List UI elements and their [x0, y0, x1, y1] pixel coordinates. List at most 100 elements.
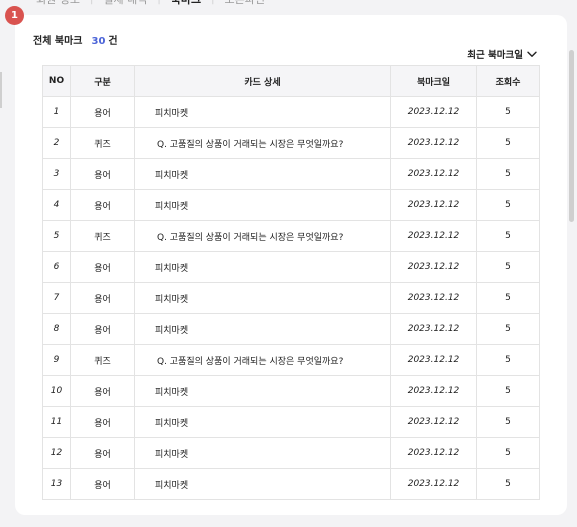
cell-no: 9 [42, 344, 71, 376]
sort-label: 최근 북마크일 [467, 50, 523, 61]
tab-separator: | [157, 0, 160, 5]
cell-detail[interactable]: 피치마켓 [134, 251, 391, 283]
cell-detail[interactable]: 피치마켓 [134, 158, 391, 190]
cell-detail[interactable]: 피치마켓 [134, 313, 391, 345]
cell-type: 용어 [70, 437, 135, 469]
cell-no: 5 [42, 220, 71, 252]
cell-bookmark-date: 2023.12.12 [390, 344, 477, 376]
cell-detail[interactable]: 피치마켓 [134, 468, 391, 500]
cell-no: 8 [42, 313, 71, 345]
cell-no: 6 [42, 251, 71, 283]
cell-type: 용어 [70, 158, 135, 190]
cell-bookmark-date: 2023.12.12 [390, 127, 477, 159]
tab-bookmark[interactable]: 북마크 [161, 0, 211, 7]
left-panel-edge [0, 72, 2, 108]
cell-views: 5 [476, 313, 540, 345]
table-row[interactable]: 2 퀴즈 Q. 고품질의 상품이 거래되는 시장은 무엇일까요? 2023.12.12… [42, 127, 540, 159]
cell-no: 12 [42, 437, 71, 469]
cell-type: 퀴즈 [70, 220, 135, 252]
bookmark-count: 30 [91, 36, 106, 47]
cell-bookmark-date: 2023.12.12 [390, 406, 477, 438]
cell-no: 4 [42, 189, 71, 221]
cell-bookmark-date: 2023.12.12 [390, 437, 477, 469]
cell-views: 5 [476, 220, 540, 252]
cell-views: 5 [476, 251, 540, 283]
cell-type: 용어 [70, 406, 135, 438]
cell-type: 용어 [70, 96, 135, 128]
summary-label: 전체 북마크 [33, 36, 83, 47]
cell-no: 2 [42, 127, 71, 159]
cell-bookmark-date: 2023.12.12 [390, 158, 477, 190]
top-tabs: 회원 정보 | 결제 내역 | 북마크 | 오픈파인 [26, 0, 275, 7]
cell-no: 7 [42, 282, 71, 314]
bookmark-summary: 전체 북마크 30 건 [33, 32, 118, 47]
cell-type: 용어 [70, 282, 135, 314]
cell-no: 3 [42, 158, 71, 190]
table-row[interactable]: 12 용어 피치마켓 2023.12.12 5 [42, 437, 540, 469]
cell-detail[interactable]: 피치마켓 [134, 437, 391, 469]
cell-no: 11 [42, 406, 71, 438]
cell-views: 5 [476, 282, 540, 314]
cell-bookmark-date: 2023.12.12 [390, 96, 477, 128]
table-row[interactable]: 5 퀴즈 Q. 고품질의 상품이 거래되는 시장은 무엇일까요? 2023.12.12… [42, 220, 540, 252]
table-row[interactable]: 7 용어 피치마켓 2023.12.12 5 [42, 282, 540, 314]
cell-type: 퀴즈 [70, 344, 135, 376]
cell-type: 용어 [70, 251, 135, 283]
sort-dropdown[interactable]: 최근 북마크일 [467, 47, 537, 61]
header-no: NO [42, 65, 71, 97]
cell-views: 5 [476, 127, 540, 159]
header-detail: 카드 상세 [134, 65, 391, 97]
count-unit: 건 [108, 36, 118, 47]
cell-detail[interactable]: 피치마켓 [134, 96, 391, 128]
cell-views: 5 [476, 158, 540, 190]
header-views: 조회수 [476, 65, 540, 97]
cell-detail[interactable]: 피치마켓 [134, 406, 391, 438]
tab-payment-history[interactable]: 결제 내역 [93, 0, 157, 7]
tab-open-finance[interactable]: 오픈파인 [214, 0, 274, 7]
table-body: 1 용어 피치마켓 2023.12.12 5 2 퀴즈 Q. 고품질의 상품이 거래되는 시장… [42, 96, 540, 500]
table-row[interactable]: 1 용어 피치마켓 2023.12.12 5 [42, 96, 540, 128]
header-bookmark-date: 북마크일 [390, 65, 477, 97]
header-type: 구분 [70, 65, 135, 97]
cell-no: 13 [42, 468, 71, 500]
cell-detail[interactable]: Q. 고품질의 상품이 거래되는 시장은 무엇일까요? [134, 127, 391, 159]
table-row[interactable]: 8 용어 피치마켓 2023.12.12 5 [42, 313, 540, 345]
step-badge: 1 [5, 6, 24, 25]
tab-member-info[interactable]: 회원 정보 [26, 0, 90, 7]
cell-bookmark-date: 2023.12.12 [390, 251, 477, 283]
cell-type: 용어 [70, 189, 135, 221]
cell-no: 1 [42, 96, 71, 128]
cell-type: 용어 [70, 375, 135, 407]
table-row[interactable]: 13 용어 피치마켓 2023.12.12 5 [42, 468, 540, 500]
scrollbar[interactable] [569, 50, 574, 222]
cell-detail[interactable]: 피치마켓 [134, 375, 391, 407]
cell-views: 5 [476, 437, 540, 469]
cell-bookmark-date: 2023.12.12 [390, 468, 477, 500]
table-row[interactable]: 3 용어 피치마켓 2023.12.12 5 [42, 158, 540, 190]
cell-bookmark-date: 2023.12.12 [390, 313, 477, 345]
cell-detail[interactable]: 피치마켓 [134, 189, 391, 221]
cell-views: 5 [476, 96, 540, 128]
cell-views: 5 [476, 344, 540, 376]
table-row[interactable]: 10 용어 피치마켓 2023.12.12 5 [42, 375, 540, 407]
bookmark-table: NO 구분 카드 상세 북마크일 조회수 1 용어 피치마켓 2023.12.12 5 2… [42, 65, 540, 500]
table-row[interactable]: 4 용어 피치마켓 2023.12.12 5 [42, 189, 540, 221]
tab-separator: | [90, 0, 93, 5]
cell-no: 10 [42, 375, 71, 407]
table-row[interactable]: 6 용어 피치마켓 2023.12.12 5 [42, 251, 540, 283]
cell-type: 용어 [70, 313, 135, 345]
cell-detail[interactable]: Q. 고품질의 상품이 거래되는 시장은 무엇일까요? [134, 344, 391, 376]
cell-detail[interactable]: Q. 고품질의 상품이 거래되는 시장은 무엇일까요? [134, 220, 391, 252]
table-row[interactable]: 11 용어 피치마켓 2023.12.12 5 [42, 406, 540, 438]
cell-detail[interactable]: 피치마켓 [134, 282, 391, 314]
table-row[interactable]: 9 퀴즈 Q. 고품질의 상품이 거래되는 시장은 무엇일까요? 2023.12.12… [42, 344, 540, 376]
bookmark-table-wrapper: NO 구분 카드 상세 북마크일 조회수 1 용어 피치마켓 2023.12.12 5 2… [42, 65, 540, 500]
cell-type: 퀴즈 [70, 127, 135, 159]
chevron-down-icon [527, 51, 537, 57]
cell-views: 5 [476, 468, 540, 500]
cell-bookmark-date: 2023.12.12 [390, 375, 477, 407]
cell-bookmark-date: 2023.12.12 [390, 282, 477, 314]
table-header-row: NO 구분 카드 상세 북마크일 조회수 [42, 65, 540, 97]
cell-views: 5 [476, 375, 540, 407]
cell-views: 5 [476, 189, 540, 221]
